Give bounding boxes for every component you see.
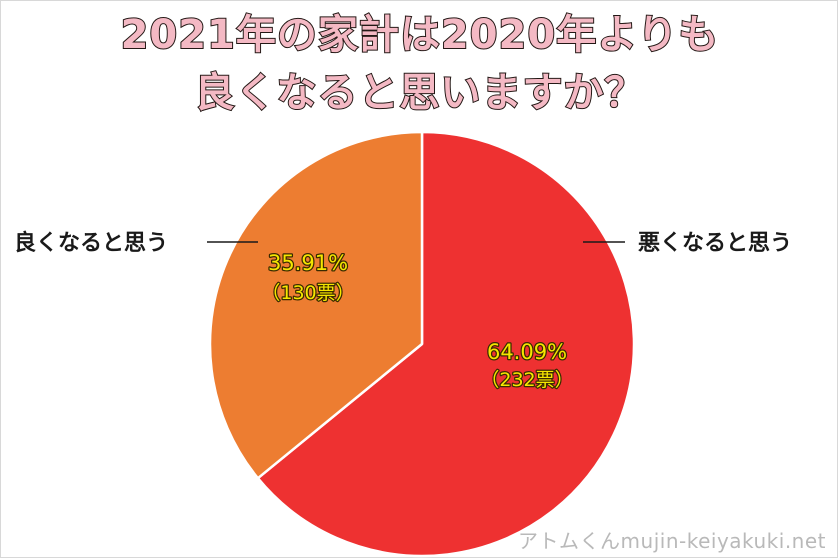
- data-label-votes-bad: （232票）: [480, 369, 573, 391]
- pie-slices: [208, 130, 636, 558]
- pie-slice-good: [208, 130, 424, 480]
- data-label-percent-bad: 64.09%: [487, 340, 567, 364]
- pie-slice-bad: [256, 130, 636, 558]
- data-label-votes-good: （130票）: [261, 282, 354, 304]
- slice-label-bad: 悪くなると思う: [638, 231, 792, 256]
- watermark: アトムくんmujin-keiyakuki.net: [518, 529, 826, 553]
- chart-title-line-1: 2021年の家計は2020年よりも: [120, 11, 720, 59]
- data-label-percent-good: 35.91%: [268, 251, 348, 275]
- slice-label-good: 良くなると思う: [14, 230, 168, 256]
- chart-title-line-2: 良くなると思いますか？: [194, 69, 646, 117]
